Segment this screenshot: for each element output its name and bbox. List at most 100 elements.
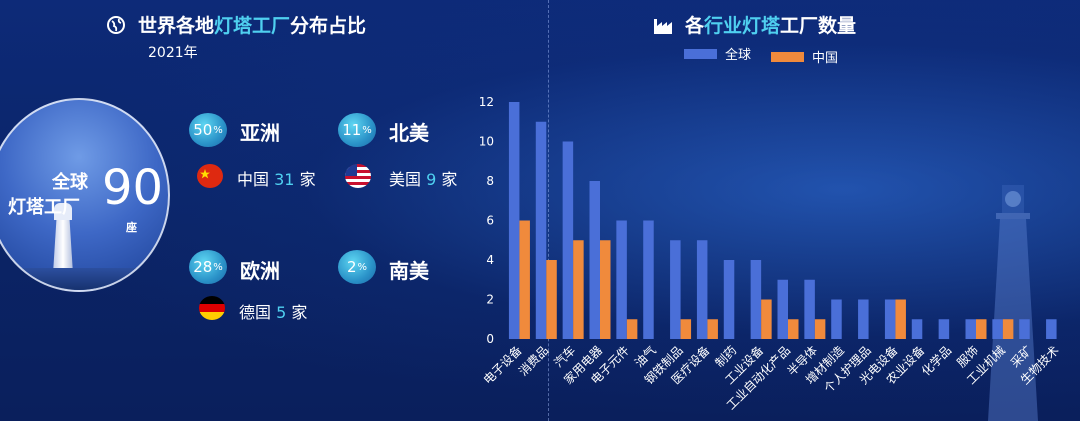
bar-global [965, 319, 976, 339]
region-name-south-america: 南美 [389, 259, 429, 283]
bar-global [562, 141, 574, 339]
year-label: 2021年 [148, 45, 198, 61]
bar-global [723, 260, 735, 339]
globe-icon [107, 15, 125, 34]
bar-china [573, 240, 584, 339]
y-tick-label: 10 [479, 135, 494, 149]
legend-item-china: 中国 [771, 47, 838, 66]
y-tick-label: 0 [486, 332, 494, 346]
country-info-usa: 美国 9 家 [389, 166, 457, 190]
x-tick-label: 消费品 [516, 343, 551, 378]
bar-global [535, 121, 547, 339]
circle-label-line2: 灯塔工厂 [8, 197, 80, 218]
global-total-circle [0, 98, 170, 292]
region-pct-badge-europe: 28% [189, 250, 227, 284]
circle-unit: 座 [126, 221, 137, 234]
china-flag-icon [197, 164, 223, 188]
bar-china [546, 260, 557, 339]
region-name-europe: 欧洲 [240, 259, 280, 283]
usa-flag-icon [345, 164, 371, 188]
bar-global [804, 279, 815, 339]
bar-global [1019, 319, 1030, 339]
bar-global [1046, 319, 1057, 339]
bar-global [696, 240, 708, 339]
bar-china [600, 240, 611, 339]
circle-number: 90 [102, 160, 164, 216]
country-count: 9 [426, 170, 437, 189]
country-count: 31 [274, 170, 295, 189]
bar-global [777, 279, 788, 339]
pct-value: 28 [193, 258, 213, 276]
title-part: 世界各地 [138, 15, 215, 37]
lighthouse-image [54, 203, 72, 220]
country-suffix: 家 [299, 170, 316, 189]
bar-global [938, 319, 950, 339]
region-pct-badge-north-america: 11% [338, 113, 376, 147]
legend-label: 全球 [725, 48, 752, 63]
circle-label-line1: 全球 [52, 172, 88, 193]
chart-title: 各行业灯塔 工厂数量 [653, 11, 856, 38]
left-panel-title: 世界各地 灯塔工厂 分布占比 [106, 11, 366, 38]
x-tick-label: 化学品 [918, 343, 954, 379]
pct-value: 11 [342, 121, 362, 139]
bar-global [670, 240, 681, 339]
country-name: 德国 [239, 303, 272, 322]
sea-image [0, 268, 168, 290]
bar-global [831, 299, 842, 339]
region-name-north-america: 北美 [389, 121, 429, 145]
country-name: 中国 [237, 170, 270, 189]
pct-unit: % [213, 124, 223, 136]
title-part: 工厂数量 [780, 15, 857, 37]
pct-unit: % [213, 261, 223, 273]
country-name: 美国 [389, 170, 422, 189]
y-tick-label: 8 [486, 174, 494, 188]
country-count: 5 [276, 303, 287, 322]
bar-china [519, 220, 530, 339]
bar-china [1002, 319, 1014, 339]
legend-swatch [771, 51, 804, 62]
section-divider [548, 0, 549, 421]
country-info-germany: 德国 5 家 [239, 299, 307, 323]
legend-swatch [684, 48, 717, 59]
region-pct-badge-south-america: 2% [338, 250, 376, 284]
legend-label: 中国 [812, 51, 839, 66]
bar-china [680, 319, 692, 339]
pct-value: 50 [193, 121, 213, 139]
bar-china [707, 319, 718, 339]
region-name-asia: 亚洲 [240, 121, 280, 145]
bar-global [589, 181, 600, 339]
bar-global [616, 220, 627, 339]
y-tick-label: 6 [486, 214, 494, 228]
bar-global [884, 299, 896, 339]
country-suffix: 家 [291, 303, 308, 322]
bar-global [911, 319, 923, 339]
bar-global [858, 299, 869, 339]
bar-china [976, 319, 987, 339]
bar-global [643, 220, 654, 339]
legend-item-global: 全球 [684, 44, 751, 63]
germany-flag-icon [199, 296, 225, 320]
region-pct-badge-asia: 50% [189, 113, 227, 147]
title-part: 分布占比 [290, 15, 367, 37]
bar-global [508, 102, 520, 339]
bar-china [895, 299, 906, 339]
y-tick-label: 12 [479, 95, 494, 109]
factory-icon [654, 18, 672, 34]
pct-unit: % [362, 124, 372, 136]
bar-global [750, 260, 762, 339]
pct-unit: % [357, 261, 368, 273]
bar-global [992, 319, 1003, 339]
title-part: 各 [685, 15, 705, 37]
country-suffix: 家 [441, 170, 458, 189]
bar-china [814, 319, 826, 339]
bar-china [788, 319, 799, 339]
title-highlight: 灯塔工厂 [214, 15, 291, 37]
x-tick-label: 电子设备 [481, 343, 525, 387]
title-highlight: 行业灯塔 [704, 15, 781, 37]
bar-china [626, 319, 638, 339]
country-info-china: 中国 31 家 [237, 166, 316, 190]
y-tick-label: 4 [486, 253, 494, 267]
pct-value: 2 [346, 258, 357, 276]
bar-china [761, 299, 772, 339]
